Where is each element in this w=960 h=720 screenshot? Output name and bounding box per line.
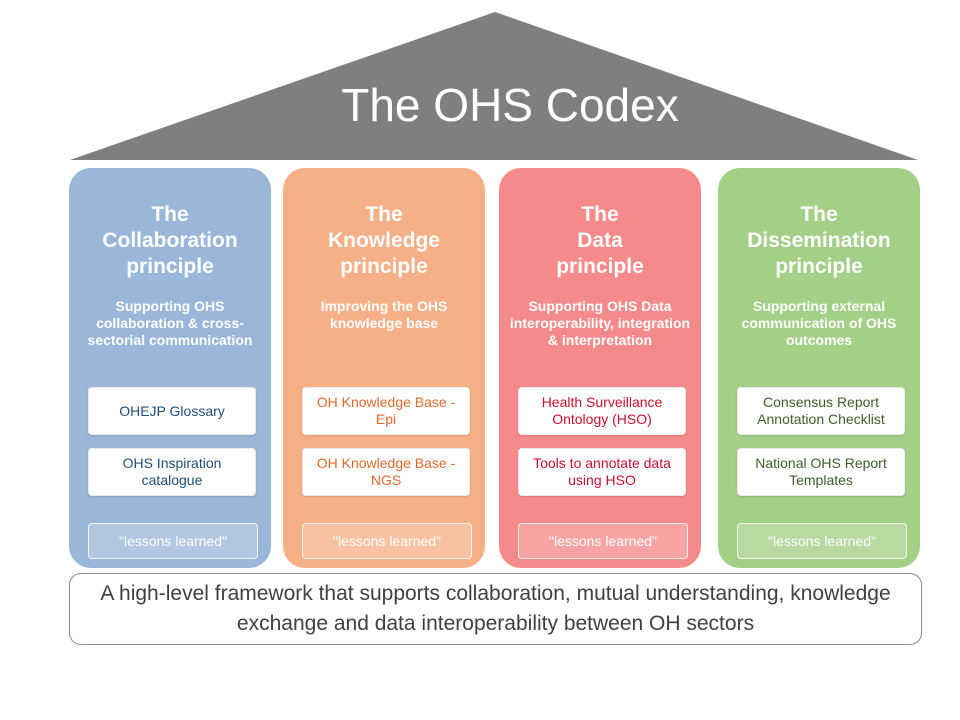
pillar-item: Tools to annotate data using HSO [518,448,686,496]
pillar-dissemination: The Dissemination principle Supporting e… [718,168,920,568]
lessons-learned-box: "lessons learned" [518,523,688,559]
framework-footer: A high-level framework that supports col… [69,573,922,645]
lessons-learned-box: "lessons learned" [88,523,258,559]
pillar-item: Health Surveillance Ontology (HSO) [518,387,686,435]
pillar-title: The Data principle [556,203,644,278]
pillar-knowledge: The Knowledge principle Improving the OH… [283,168,485,568]
pillar-title: The Dissemination principle [747,203,891,278]
pillar-title: The Collaboration principle [102,203,238,278]
pillar-description: Supporting OHS collaboration & cross-sec… [87,298,253,348]
pillar-item: OHS Inspiration catalogue [88,448,256,496]
pillar-item: OH Knowledge Base - Epi [302,387,470,435]
pillar-description: Improving the OHS knowledge base [320,298,448,331]
pillar-data: The Data principle Supporting OHS Data i… [499,168,701,568]
lessons-learned-box: "lessons learned" [737,523,907,559]
pillar-collaboration: The Collaboration principle Supporting O… [69,168,271,568]
pillar-description: Supporting external communication of OHS… [741,298,897,348]
pillar-item: OH Knowledge Base - NGS [302,448,470,496]
pillar-description: Supporting OHS Data interoperability, in… [509,298,691,348]
pillar-item: Consensus Report Annotation Checklist [737,387,905,435]
pillar-item: OHEJP Glossary [88,387,256,435]
lessons-learned-box: "lessons learned" [302,523,472,559]
roof-triangle [70,12,918,160]
roof-shape [70,12,918,160]
pillar-item: National OHS Report Templates [737,448,905,496]
pillar-title: The Knowledge principle [327,203,440,278]
diagram-title: The OHS Codex [341,79,679,131]
